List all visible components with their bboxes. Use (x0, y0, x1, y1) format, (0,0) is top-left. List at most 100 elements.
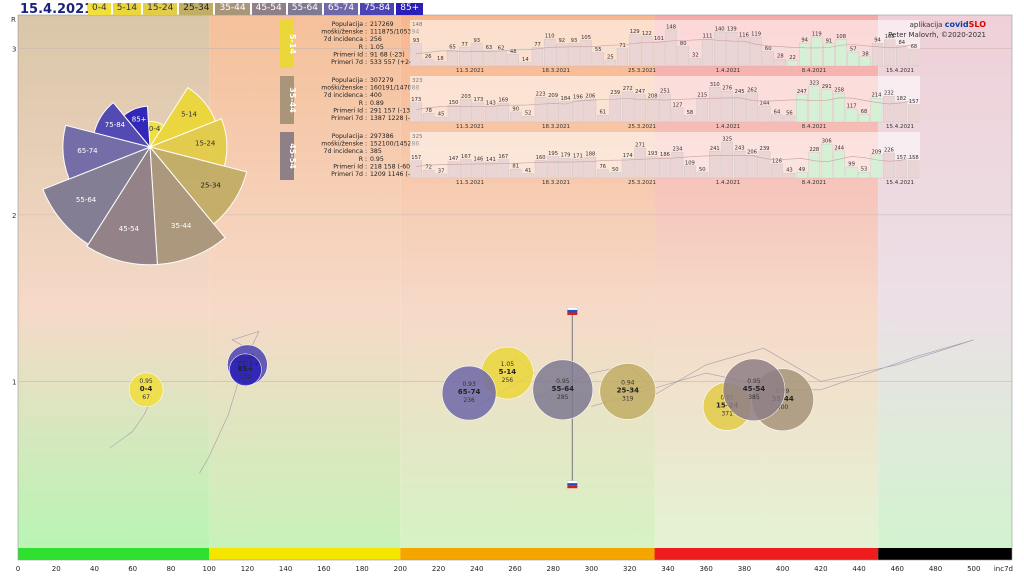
panel-bar-label: 63 (486, 45, 493, 51)
panel-bar-label: 228 (809, 147, 819, 153)
panel-bar (895, 160, 908, 179)
panel-bar-label: 81 (512, 164, 519, 170)
stat-value: 111875/105394 (370, 29, 419, 36)
panel-bar (497, 159, 510, 179)
flag-icon (567, 485, 578, 489)
x-tick-label: 0 (16, 565, 20, 573)
panel-bar-label: 50 (612, 167, 619, 173)
bubble-r-label: 0.94 (621, 379, 635, 386)
panel-bar-label: 146 (473, 156, 483, 162)
panel-bar (460, 159, 472, 179)
panel-bar-label: 323 (809, 81, 819, 87)
panel-bar-label: 148 (666, 25, 676, 31)
stat-value: 1209 1146 (-63) (370, 171, 420, 178)
bubble-r-label: 1.05 (501, 361, 515, 368)
panel-bar-label: 110 (545, 34, 555, 40)
panel-bar-label: 94 (874, 38, 881, 44)
panel-bar (820, 89, 833, 123)
stat-sep: : (365, 59, 367, 66)
panel-bar-label: 150 (449, 100, 459, 106)
panel-bar-label: 167 (498, 154, 508, 160)
panel-bar (483, 50, 495, 67)
panel-bar-label: 196 (573, 95, 583, 101)
zone-bar (18, 548, 210, 560)
panel-date-label: 18.3.2021 (542, 68, 570, 74)
stat-value: 400 (370, 92, 382, 99)
panel-bar (544, 39, 556, 67)
bubble (532, 359, 594, 421)
panel-bar-label: 108 (885, 34, 895, 40)
panel-bar (646, 98, 659, 123)
panel-bar-label: 43 (786, 168, 793, 174)
bubble-group-label: 5-14 (499, 368, 517, 376)
bubble-group-label: 85+ (238, 365, 254, 373)
panel-group-tab (280, 132, 294, 180)
panel-bar (908, 49, 920, 67)
panel-bar (895, 101, 908, 123)
panel-bar (646, 156, 659, 179)
panel-bar (547, 98, 559, 123)
bubble-r-label: 0.93 (462, 381, 476, 388)
panel-bar-label: 258 (834, 88, 844, 94)
panel-bar (783, 115, 796, 123)
panel-bar-label: 38 (862, 51, 869, 57)
panel-bar-label: 276 (722, 86, 732, 92)
stat-value: 1.05 (370, 44, 384, 51)
panel-bar-label: 56 (786, 110, 793, 116)
panel-bar-label: 22 (789, 55, 796, 61)
panel-bar (459, 47, 471, 67)
panel-bar-label: 239 (760, 146, 770, 152)
x-tick-label: 100 (202, 565, 215, 573)
panel-bar (671, 151, 684, 179)
panel-bar-label: 139 (727, 27, 737, 33)
panel-bar (472, 102, 485, 123)
panel-bar (733, 150, 746, 179)
bubble-inc-label: 236 (463, 397, 475, 404)
panel-bar-label: 215 (697, 93, 707, 99)
stat-sep: : (365, 21, 367, 28)
panel-bar (580, 40, 592, 67)
stat-label: Primeri 7d (331, 171, 363, 178)
panel-bar-label: 173 (411, 97, 421, 103)
panel-bar-label: 143 (486, 101, 496, 107)
panel-bar (422, 59, 434, 67)
legend-chip: 15-24 (143, 3, 178, 15)
panel-bar (507, 54, 519, 67)
flag-icon (567, 312, 578, 315)
x-tick-label: 360 (699, 565, 712, 573)
panel-bar (859, 56, 871, 67)
panel-bar-label: 122 (642, 31, 652, 37)
bubble-group-label: 45-54 (743, 385, 766, 393)
panel-trend-line (416, 155, 914, 167)
panel-bar (677, 46, 689, 67)
panel-bar (572, 158, 584, 179)
panel-bar-label: 65 (449, 45, 456, 51)
stat-value: 217269 (370, 21, 394, 28)
panel-bar-label: 247 (797, 89, 807, 95)
rose-slice (123, 105, 151, 149)
panel-trend-line (416, 39, 914, 55)
bubble-group-label: 55-64 (552, 385, 575, 393)
panel-bar-label: 245 (735, 89, 745, 95)
panel-bar (531, 47, 544, 67)
panel-bar-label: 45 (438, 111, 445, 117)
stat-value: 160191/147088 (370, 85, 419, 92)
panel-bar-label: 209 (872, 149, 882, 155)
panel-bar-label: 91 (826, 38, 833, 44)
y-tick-label: 2 (12, 212, 16, 220)
x-tick-label: 80 (166, 565, 175, 573)
zone-background (18, 15, 210, 548)
panel-bar-label: 223 (536, 92, 546, 98)
app-name-slo: SLO (968, 20, 986, 29)
stat-sep: : (365, 92, 367, 99)
panel-bar-label: 50 (699, 167, 706, 173)
panel-bar (434, 61, 446, 67)
panel-bar (835, 39, 847, 67)
panel-bar-label: 209 (548, 93, 558, 99)
panel-bar-label: 68 (861, 109, 868, 115)
legend-chip: 75-84 (360, 3, 395, 15)
stat-label: R (359, 100, 364, 107)
panel-trend-line (416, 97, 914, 110)
panel-bar (634, 147, 646, 179)
panel-bar (908, 104, 920, 123)
